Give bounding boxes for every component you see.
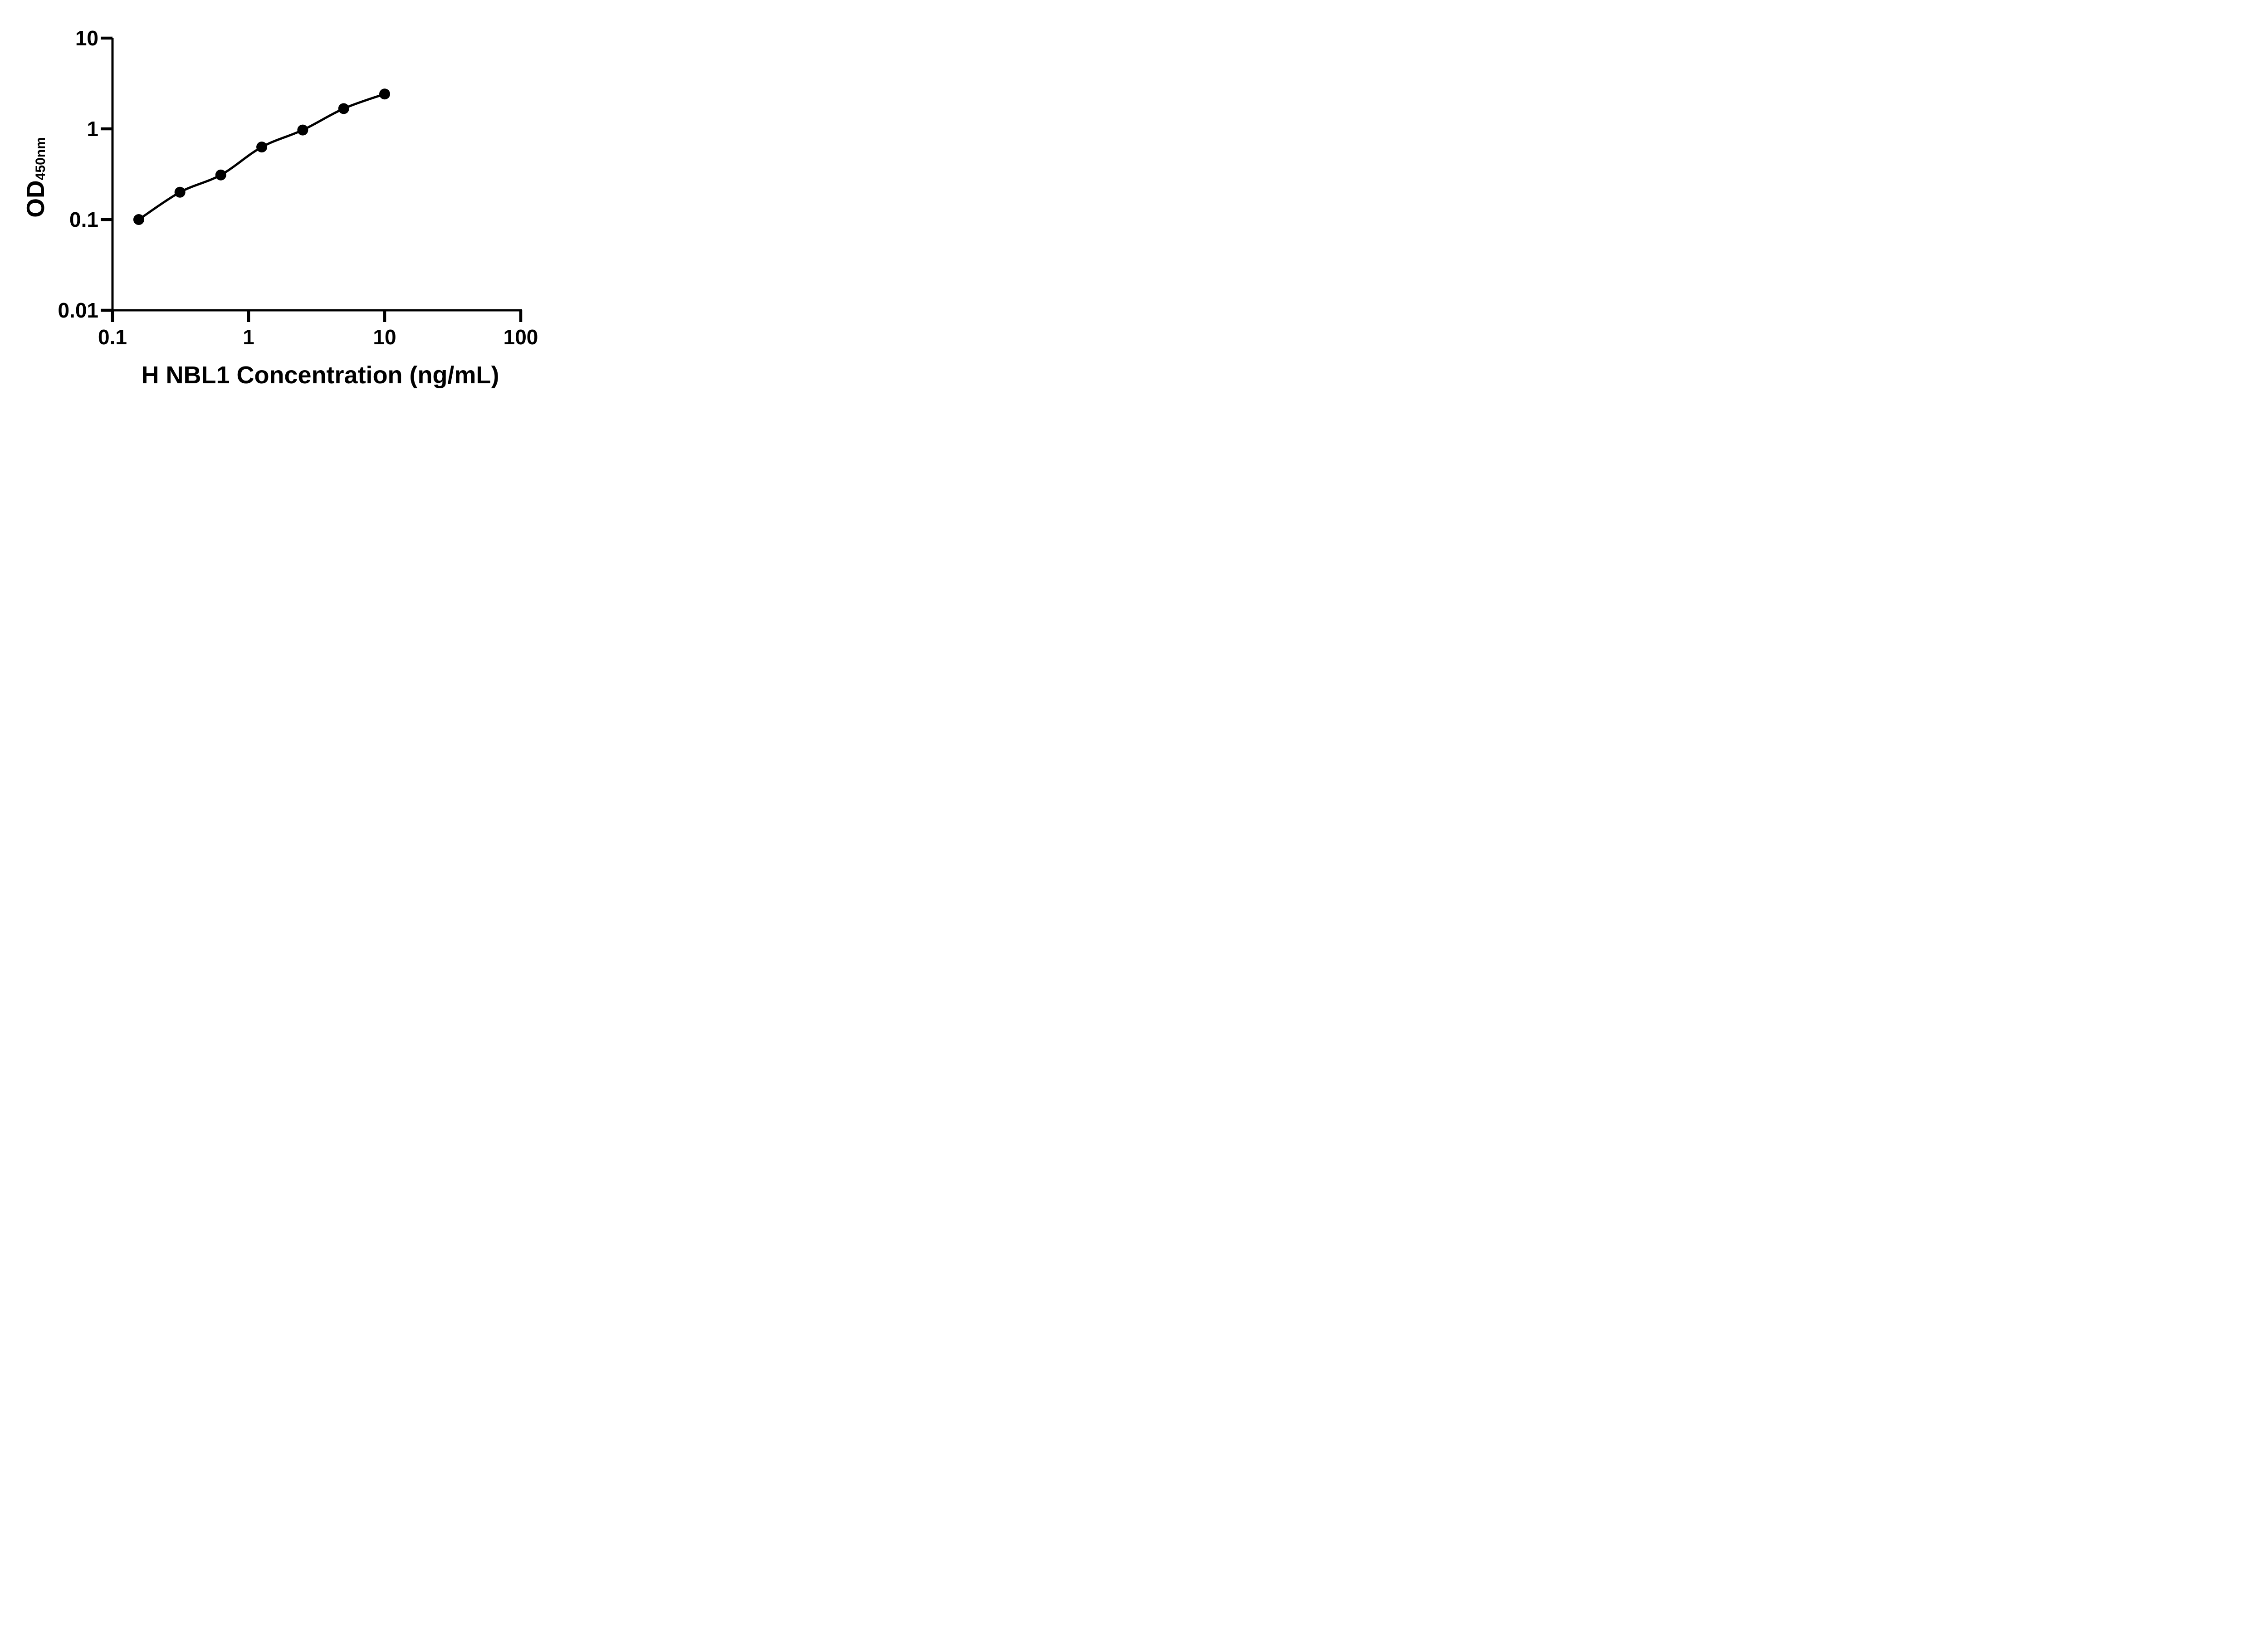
y-tick-label: 0.1 bbox=[69, 208, 98, 231]
data-point-marker bbox=[215, 169, 226, 181]
y-axis-title-main: OD bbox=[21, 180, 49, 218]
data-point-marker bbox=[256, 142, 268, 153]
x-tick-label: 10 bbox=[373, 325, 396, 349]
elisa-standard-curve-figure: 0.1 1 10 100 10 1 0.1 0.01 H NBL1 Concentration … bbox=[0, 0, 583, 408]
data-point-marker bbox=[133, 214, 144, 225]
data-point-marker bbox=[379, 88, 390, 100]
y-tick-label: 1 bbox=[87, 117, 98, 141]
y-tick-label: 10 bbox=[75, 26, 98, 50]
curve-line bbox=[138, 93, 385, 221]
x-tick-label: 100 bbox=[503, 325, 538, 349]
y-axis-title: OD450nm bbox=[21, 137, 49, 218]
x-tick-label: 0.1 bbox=[98, 325, 127, 349]
y-tick-label: 0.01 bbox=[58, 298, 98, 322]
axis-lines bbox=[111, 38, 522, 312]
x-axis-title: H NBL1 Concentration (ng/mL) bbox=[142, 362, 499, 389]
data-point-marker bbox=[174, 186, 186, 198]
data-point-marker bbox=[338, 103, 349, 114]
y-axis-title-sub: 450nm bbox=[33, 137, 48, 180]
x-tick-label: 1 bbox=[243, 325, 254, 349]
data-point-marker bbox=[297, 124, 308, 136]
